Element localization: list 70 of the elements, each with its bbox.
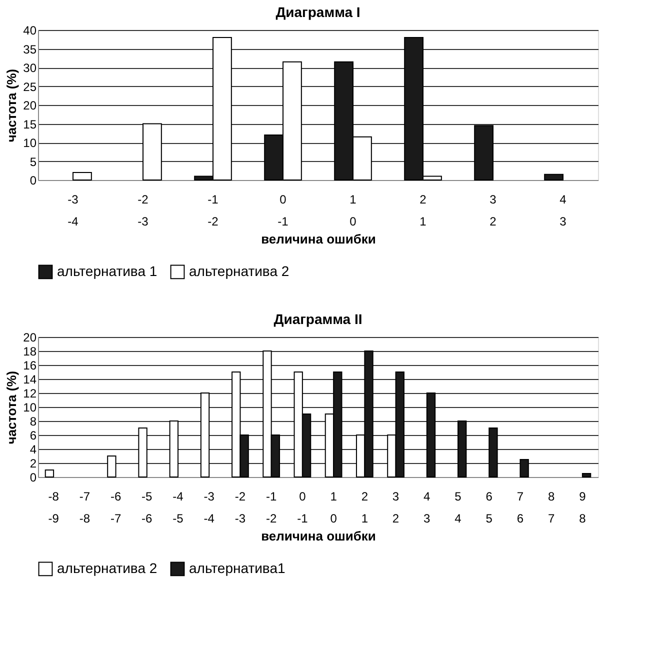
bar [107, 456, 116, 478]
y-tick-label: 20 [23, 98, 37, 112]
x-tick-label: -3 -4 [204, 490, 215, 526]
x-tick-label: -3 -4 [68, 192, 79, 228]
bar [544, 174, 564, 180]
bar [142, 123, 162, 180]
x-tick-label: 3 2 [490, 192, 497, 228]
x-tick-label: 1 0 [330, 490, 338, 526]
x-tick-label: -2 -3 [138, 192, 149, 228]
x-tick-label: 4 3 [560, 192, 567, 228]
y-tick-label: 15 [23, 117, 37, 132]
legend-label: альтернатива1 [189, 560, 286, 576]
y-tick-label: 4 [30, 442, 37, 456]
y-tick-label: 16 [23, 358, 37, 372]
x-tick-label: 2 1 [420, 192, 427, 228]
bar [169, 420, 178, 478]
y-tick-label: 25 [23, 80, 37, 94]
y-axis-title: частота (%) [4, 370, 20, 444]
x-tick-label: 9 8 [579, 490, 586, 526]
x-tick-label: -4 -5 [172, 490, 184, 526]
y-tick-label: 35 [23, 42, 37, 56]
x-tick-label: 2 1 [361, 490, 368, 526]
bar [200, 392, 210, 478]
legend-label: альтернатива 2 [189, 262, 290, 279]
legend-label: альтернатива 1 [57, 262, 158, 279]
x-tick-label: -8 -9 [48, 490, 60, 526]
x-tick-label: -6 -7 [110, 490, 122, 526]
x-tick-label: 6 5 [486, 490, 493, 526]
bar [44, 470, 54, 478]
y-axis-title: частота (%) [4, 68, 20, 142]
bar [72, 172, 92, 180]
x-tick-label: -7 -8 [79, 490, 90, 526]
x-tick-label: 5 4 [454, 490, 462, 526]
chart-title: Диаграмма II [274, 311, 362, 327]
y-tick-label: 12 [23, 386, 37, 400]
bar [582, 473, 592, 478]
bar [474, 125, 494, 180]
y-tick-label: 8 [30, 414, 37, 428]
x-tick-label: 1 0 [350, 192, 357, 228]
x-tick-label: 8 7 [548, 490, 555, 526]
x-tick-label: 0 -1 [278, 192, 289, 228]
x-tick-label: -2 -3 [234, 490, 246, 526]
x-tick-label: 3 2 [392, 490, 400, 526]
y-tick-label: 2 [30, 456, 37, 470]
y-tick-label: 40 [23, 24, 37, 38]
y-tick-label: 30 [23, 61, 37, 75]
y-tick-label: 18 [23, 344, 37, 358]
x-tick-label: -1 -2 [266, 490, 277, 526]
bar [520, 459, 529, 478]
y-tick-label: 5 [30, 154, 37, 169]
y-tick-label: 6 [30, 428, 37, 442]
bar [458, 420, 467, 478]
x-tick-label: 0 -1 [297, 490, 308, 526]
y-tick-label: 20 [23, 330, 37, 344]
bar [488, 428, 498, 478]
y-tick-label: 0 [30, 174, 37, 188]
x-tick-label: 7 6 [516, 490, 524, 526]
chart-title: Диаграмма I [276, 4, 360, 20]
x-axis-title: величина ошибки [261, 528, 376, 544]
y-tick-label: 14 [23, 372, 37, 386]
bar [138, 428, 148, 478]
y-tick-label: 10 [23, 400, 37, 414]
bar [426, 392, 436, 478]
y-tick-label: 0 [30, 470, 37, 484]
x-axis-title: величина ошибки [261, 232, 376, 246]
x-tick-label: -1 -2 [208, 192, 219, 228]
x-tick-label: 4 3 [424, 490, 431, 526]
y-tick-label: 10 [23, 136, 37, 150]
legend-label: альтернатива 2 [57, 560, 158, 576]
x-tick-label: -5 -6 [142, 490, 153, 526]
